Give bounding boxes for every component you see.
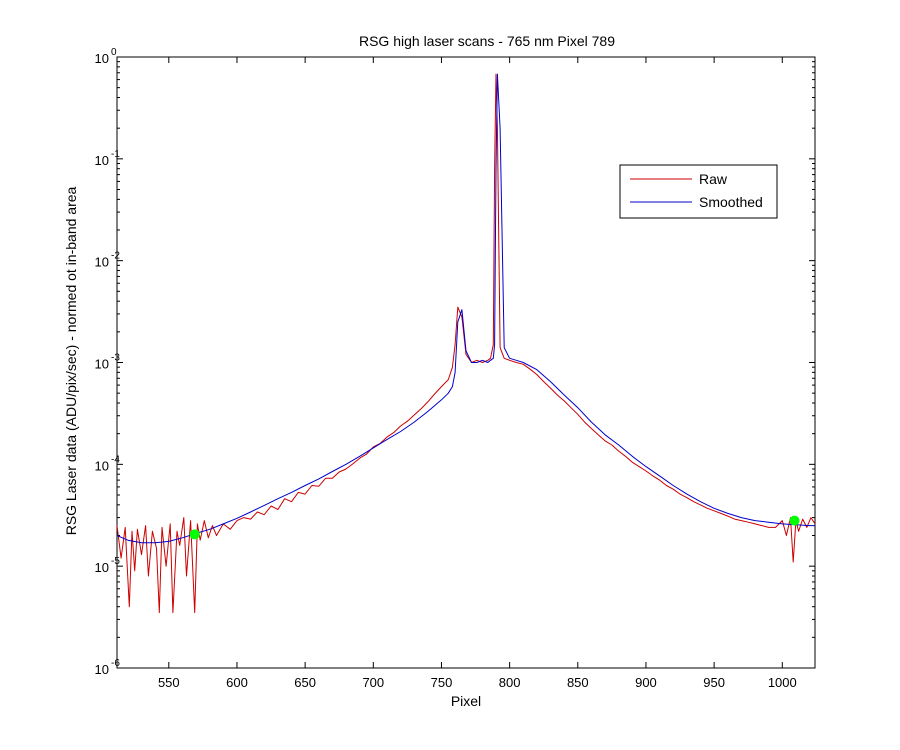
plot-area [116,56,816,669]
x-tick-label: 700 [362,675,384,690]
y-tick-label: 10 [95,560,109,575]
x-tick-label: 850 [567,675,589,690]
y-tick-exponent: -4 [111,454,120,465]
series-line-raw [116,73,816,614]
x-tick-label: 600 [226,675,248,690]
x-tick-label: 750 [431,675,453,690]
y-tick-exponent: -2 [111,251,120,262]
y-tick-exponent: -6 [111,658,120,669]
y-tick-exponent: -5 [111,556,120,567]
x-tick-label: 550 [158,675,180,690]
x-tick-label: 1000 [768,675,797,690]
y-tick-label: 10 [95,357,109,372]
y-tick-exponent: 0 [111,47,117,58]
x-axis-label: Pixel [451,693,481,709]
y-tick-label: 10 [95,255,109,270]
legend-label-smoothed: Smoothed [699,194,763,210]
y-tick-label: 10 [95,51,109,66]
chart-title: RSG high laser scans - 765 nm Pixel 789 [359,33,615,49]
green-marker [189,529,200,540]
green-marker [789,515,800,526]
y-tick-label: 10 [95,458,109,473]
x-tick-label: 650 [294,675,316,690]
y-tick-label: 10 [95,153,109,168]
y-axis-label: RSG Laser data (ADU/pix/sec) - normed ot… [63,186,79,535]
x-tick-label: 800 [499,675,521,690]
legend: Raw Smoothed [619,164,778,219]
x-tick-label: 900 [635,675,657,690]
y-tick-label: 10 [95,662,109,677]
legend-box [619,164,778,219]
y-tick-exponent: -3 [111,353,120,364]
legend-label-raw: Raw [699,171,728,187]
series-line-smoothed [116,73,815,544]
x-tick-label: 950 [703,675,725,690]
y-tick-exponent: -1 [111,149,120,160]
